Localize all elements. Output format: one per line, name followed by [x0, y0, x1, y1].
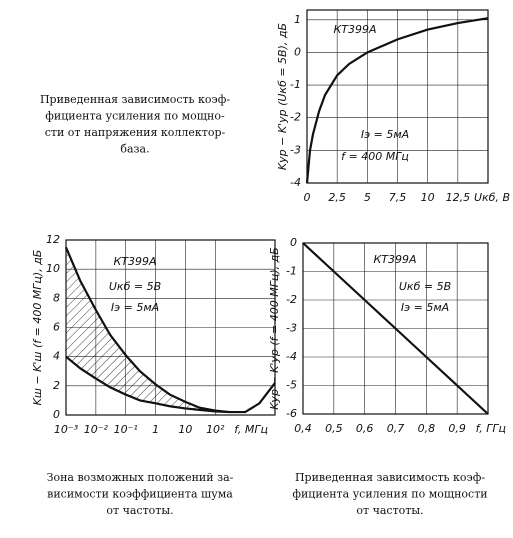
y-tick-label: 6 [53, 321, 60, 334]
y-tick-label: 0 [294, 45, 301, 58]
x-tick-label: 0 [304, 191, 311, 204]
x-tick-label: 5 [364, 191, 371, 204]
curve [302, 242, 489, 415]
y-tick-label: 12 [46, 233, 60, 246]
annotation: КТ399А [113, 255, 156, 268]
x-tick-label: 0,4 [294, 422, 312, 435]
x-tick-label: 1 [152, 423, 159, 436]
y-tick-label: 2 [53, 379, 60, 392]
x-tick-label: 10⁻² [84, 423, 109, 436]
curve [305, 17, 489, 184]
annotation: Iэ = 5мА [361, 128, 409, 141]
x-tick-label: 12,5 [446, 191, 471, 204]
y-tick-label: -4 [286, 350, 297, 363]
y-tick-label: 10 [46, 262, 60, 275]
y-tick-label: -2 [290, 111, 301, 124]
x-tick-label: 10 [178, 423, 192, 436]
y-tick-label: 0 [53, 408, 60, 421]
annotation: Iэ = 5мА [111, 301, 159, 314]
caption-line: база. [120, 143, 149, 156]
caption-line: фициента усиления по мощности [292, 488, 487, 501]
x-axis-label: f, МГц [234, 423, 268, 436]
x-tick-label: 0,6 [356, 422, 374, 435]
caption-line: Приведенная зависимость коэф- [40, 93, 230, 106]
curve [64, 246, 276, 414]
annotation: Uкб = 5В [109, 280, 161, 293]
plot-frame [306, 9, 489, 184]
x-tick-label: 10⁻¹ [114, 423, 138, 436]
y-tick-label: -2 [286, 293, 297, 306]
caption-line: Зона возможных положений за- [47, 471, 234, 484]
annotation: Iэ = 5мА [401, 301, 449, 314]
caption-line: от частоты. [106, 504, 173, 517]
x-tick-label: 0,8 [418, 422, 436, 435]
x-tick-label: 7,5 [389, 191, 407, 204]
annotation: f = 400 МГц [341, 150, 409, 163]
x-tick-label: 10 [421, 191, 435, 204]
y-tick-label: -4 [290, 176, 301, 189]
y-tick-label: -6 [286, 407, 297, 420]
annotation: КТ399А [373, 253, 416, 266]
annotation: КТ399А [333, 23, 376, 36]
y-axis-label: Kур − K'ур (Uкб = 5В), дБ [276, 23, 289, 170]
annotation: Uкб = 5В [399, 280, 451, 293]
x-tick-label: 0,7 [387, 422, 405, 435]
x-axis-label: Uкб, В [474, 191, 510, 204]
x-tick-label: 10² [206, 423, 225, 436]
y-tick-label: -3 [290, 143, 301, 156]
y-tick-label: -1 [290, 78, 301, 91]
caption-line: Приведенная зависимость коэф- [295, 471, 485, 484]
y-tick-label: 8 [53, 291, 60, 304]
caption-line: от частоты. [356, 504, 423, 517]
hatched-zone [66, 247, 230, 413]
plot-frame [302, 242, 489, 415]
y-tick-label: -1 [286, 265, 297, 278]
y-tick-label: -5 [286, 379, 297, 392]
x-tick-label: 10⁻³ [54, 423, 79, 436]
y-axis-label: Kш − K'ш (f = 400 МГц), дБ [31, 250, 44, 406]
x-axis-label: f, ГГц [476, 422, 506, 435]
x-tick-label: 2,5 [328, 191, 346, 204]
caption-line: висимости коэффициента шума [47, 488, 233, 501]
caption-line: фициента усиления по мощно- [45, 110, 225, 123]
y-tick-label: 4 [53, 350, 60, 363]
x-tick-label: 0,9 [448, 422, 466, 435]
curve [65, 355, 230, 414]
caption-line: сти от напряжения коллектор- [45, 126, 226, 139]
x-tick-label: 0,5 [325, 422, 343, 435]
y-tick-label: 0 [290, 236, 297, 249]
y-tick-label: 1 [294, 13, 301, 26]
y-tick-label: -3 [286, 322, 297, 335]
y-axis-label: Kур − K'ур (f = 400 МГц), дБ [268, 247, 281, 410]
